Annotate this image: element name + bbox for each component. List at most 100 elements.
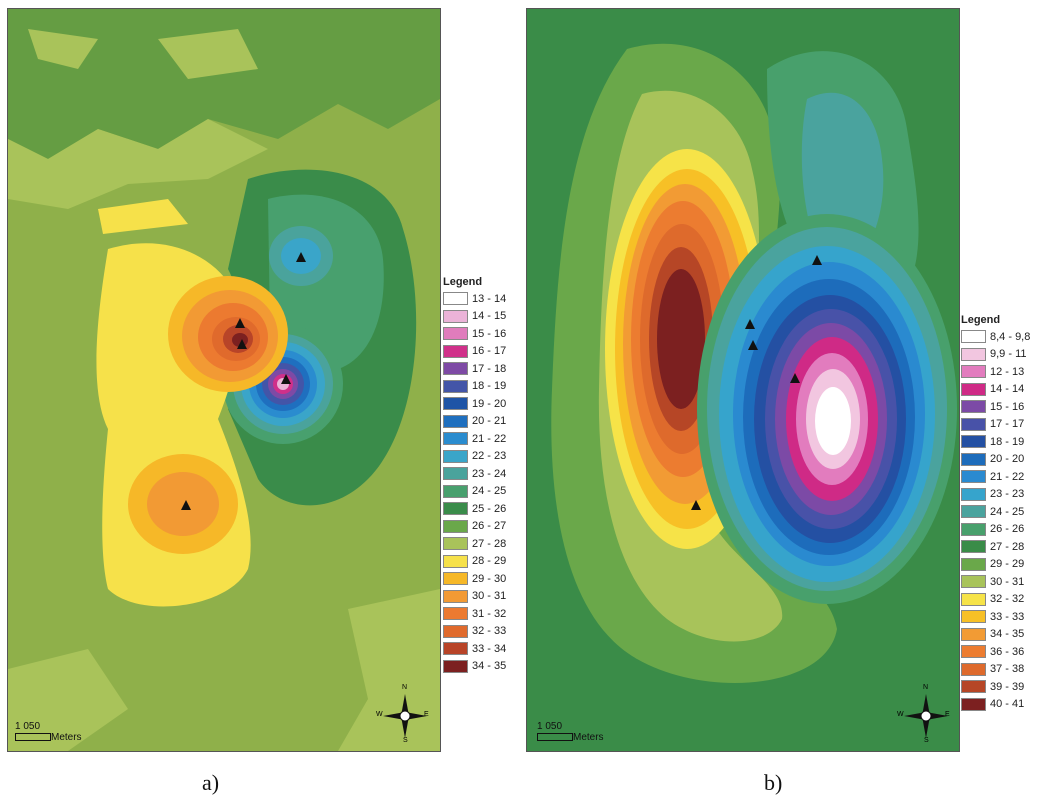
legend-item: 24 - 25 bbox=[961, 503, 1041, 521]
legend-item: 17 - 18 bbox=[443, 360, 523, 378]
legend-swatch bbox=[443, 572, 468, 586]
legend-a: Legend 13 - 14 14 - 15 15 - 16 16 - 17 17 - … bbox=[443, 276, 523, 675]
legend-item: 23 - 24 bbox=[443, 465, 523, 483]
compass-s: S bbox=[924, 737, 929, 744]
legend-swatch bbox=[961, 627, 986, 641]
legend-item: 23 - 23 bbox=[961, 486, 1041, 504]
legend-item: 33 - 33 bbox=[961, 608, 1041, 626]
legend-swatch bbox=[961, 330, 986, 344]
legend-label: 21 - 22 bbox=[472, 432, 507, 445]
legend-swatch bbox=[443, 467, 468, 481]
legend-swatch bbox=[443, 607, 468, 621]
compass-w: W bbox=[376, 711, 383, 718]
legend-item: 22 - 23 bbox=[443, 448, 523, 466]
map-b: N S E W 1 050 Meters bbox=[526, 8, 960, 752]
legend-swatch bbox=[961, 505, 986, 519]
legend-item: 33 - 34 bbox=[443, 640, 523, 658]
legend-swatch bbox=[961, 365, 986, 379]
legend-item: 29 - 29 bbox=[961, 556, 1041, 574]
legend-swatch bbox=[961, 347, 986, 361]
legend-swatch bbox=[443, 484, 468, 498]
legend-label: 30 - 31 bbox=[472, 590, 507, 603]
legend-swatch bbox=[443, 432, 468, 446]
legend-label: 23 - 24 bbox=[472, 467, 507, 480]
legend-item: 14 - 15 bbox=[443, 308, 523, 326]
legend-label: 21 - 22 bbox=[990, 470, 1025, 483]
compass-n: N bbox=[402, 684, 408, 691]
legend-swatch bbox=[961, 470, 986, 484]
compass-n: N bbox=[923, 684, 929, 691]
legend-label: 20 - 21 bbox=[472, 415, 507, 428]
legend-title: Legend bbox=[443, 276, 483, 288]
legend-swatch bbox=[961, 400, 986, 414]
legend-swatch bbox=[443, 589, 468, 603]
legend-label: 37 - 38 bbox=[990, 663, 1025, 676]
legend-item: 15 - 16 bbox=[443, 325, 523, 343]
legend-swatch bbox=[961, 540, 986, 554]
legend-item: 27 - 28 bbox=[443, 535, 523, 553]
legend-swatch bbox=[961, 592, 986, 606]
legend-swatch bbox=[443, 624, 468, 638]
legend-swatch bbox=[961, 557, 986, 571]
legend-item: 37 - 38 bbox=[961, 661, 1041, 679]
legend-item: 27 - 28 bbox=[961, 538, 1041, 556]
scale-unit: Meters bbox=[51, 732, 82, 743]
legend-item: 12 - 13 bbox=[961, 363, 1041, 381]
scale-value: 1 050 bbox=[15, 721, 41, 732]
legend-swatch bbox=[961, 382, 986, 396]
caption-b: b) bbox=[764, 770, 783, 795]
scale-value: 1 050 bbox=[537, 721, 563, 732]
caption-a: a) bbox=[202, 770, 220, 795]
legend-label: 29 - 30 bbox=[472, 572, 507, 585]
legend-item: 20 - 21 bbox=[443, 413, 523, 431]
legend-label: 25 - 26 bbox=[472, 502, 507, 515]
legend-label: 27 - 28 bbox=[472, 537, 507, 550]
legend-label: 28 - 29 bbox=[472, 555, 507, 568]
legend-item: 26 - 27 bbox=[443, 518, 523, 536]
legend-swatch bbox=[443, 414, 468, 428]
legend-swatch bbox=[443, 519, 468, 533]
legend-item: 21 - 22 bbox=[961, 468, 1041, 486]
legend-label: 8,4 - 9,8 bbox=[990, 330, 1031, 343]
legend-swatch bbox=[443, 379, 468, 393]
legend-label: 29 - 29 bbox=[990, 558, 1025, 571]
legend-label: 33 - 34 bbox=[472, 642, 507, 655]
legend-item: 34 - 35 bbox=[961, 626, 1041, 644]
scale-bar-graphic bbox=[15, 733, 51, 742]
legend-label: 18 - 19 bbox=[990, 435, 1025, 448]
legend-label: 20 - 20 bbox=[990, 453, 1025, 466]
legend-item: 13 - 14 bbox=[443, 290, 523, 308]
legend-item: 9,9 - 11 bbox=[961, 346, 1041, 364]
legend-label: 15 - 16 bbox=[472, 327, 507, 340]
legend-label: 18 - 19 bbox=[472, 380, 507, 393]
legend-label: 17 - 17 bbox=[990, 418, 1025, 431]
legend-label: 23 - 23 bbox=[990, 488, 1025, 501]
legend-swatch bbox=[961, 522, 986, 536]
legend-label: 40 - 41 bbox=[990, 698, 1025, 711]
legend-b: Legend 8,4 - 9,8 9,9 - 11 12 - 13 14 - 14 15… bbox=[961, 314, 1041, 713]
legend-label: 17 - 18 bbox=[472, 362, 507, 375]
legend-item: 26 - 26 bbox=[961, 521, 1041, 539]
legend-label: 33 - 33 bbox=[990, 610, 1025, 623]
legend-label: 14 - 15 bbox=[472, 310, 507, 323]
compass-rose-icon-b: N S E W bbox=[897, 684, 951, 744]
legend-label: 36 - 36 bbox=[990, 645, 1025, 658]
legend-item: 8,4 - 9,8 bbox=[961, 328, 1041, 346]
legend-item: 28 - 29 bbox=[443, 553, 523, 571]
legend-item: 18 - 19 bbox=[443, 378, 523, 396]
legend-item: 30 - 31 bbox=[443, 588, 523, 606]
legend-item: 15 - 16 bbox=[961, 398, 1041, 416]
legend-swatch bbox=[443, 537, 468, 551]
legend-item: 36 - 36 bbox=[961, 643, 1041, 661]
legend-label: 24 - 25 bbox=[990, 505, 1025, 518]
legend-item: 25 - 26 bbox=[443, 500, 523, 518]
legend-label: 26 - 26 bbox=[990, 523, 1025, 536]
scale-unit: Meters bbox=[573, 732, 604, 743]
legend-swatch bbox=[961, 697, 986, 711]
legend-swatch bbox=[443, 449, 468, 463]
legend-label: 14 - 14 bbox=[990, 383, 1025, 396]
legend-item: 34 - 35 bbox=[443, 658, 523, 676]
compass-s: S bbox=[403, 737, 408, 744]
legend-label: 27 - 28 bbox=[990, 540, 1025, 553]
legend-label: 19 - 20 bbox=[472, 397, 507, 410]
